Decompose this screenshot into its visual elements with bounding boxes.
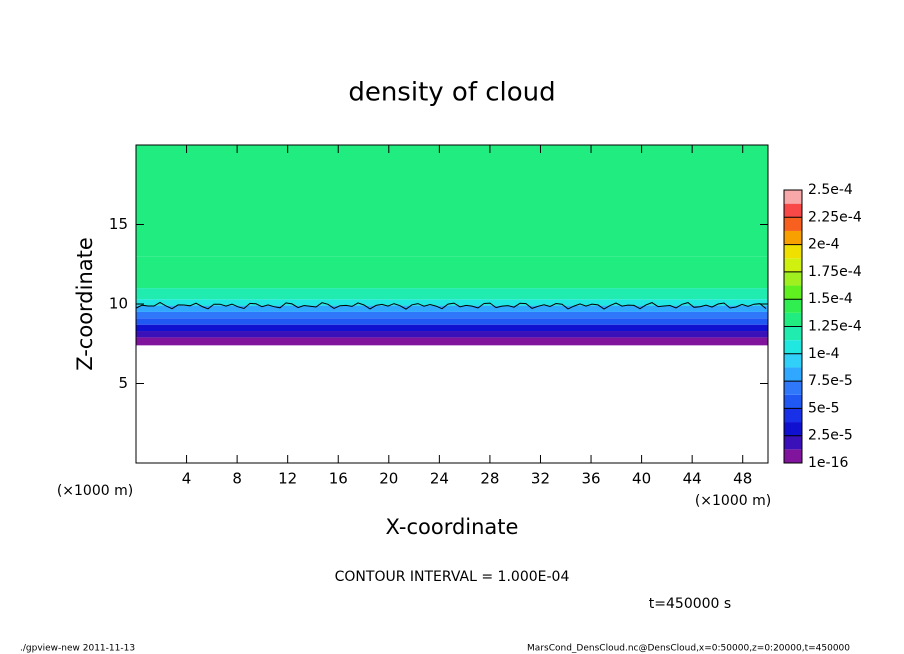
colorbar-swatch (784, 435, 802, 450)
x-tick-label: 40 (632, 470, 651, 488)
footer: MarsCond_DensCloud.nc@DensCloud,x=0:5000… (527, 644, 850, 654)
y-tick-label: 5 (118, 374, 128, 392)
contour-line (135, 301, 767, 310)
colorbar-swatch (784, 217, 802, 231)
colorbar-swatch (784, 449, 802, 463)
heatmap-cell (136, 331, 768, 338)
colorbar-swatch (784, 285, 802, 300)
x-tick-label: 36 (581, 470, 600, 488)
heatmap-cell (136, 337, 768, 346)
y-tick-label: 15 (109, 215, 128, 233)
colorbar-swatch (784, 299, 802, 313)
colorbar-label: 1.25e-4 (808, 319, 862, 335)
colorbar-swatch (784, 353, 802, 368)
x-unit: (×1000 m) (695, 493, 771, 509)
heatmap-cell (136, 324, 768, 332)
colorbar-swatch (784, 422, 802, 436)
colorbar-label: 2.5e-5 (808, 428, 853, 444)
colorbar-label: 2.5e-4 (808, 182, 853, 198)
colorbar-swatch (784, 367, 802, 382)
colorbar-label: 2.25e-4 (808, 209, 862, 225)
x-tick-label: 44 (683, 470, 702, 488)
x-tick-label: 28 (480, 470, 499, 488)
chart-title: density of cloud (348, 78, 555, 108)
colorbar-swatch (784, 381, 802, 395)
x-axis-label: X-coordinate (386, 515, 519, 539)
heatmap-cell (136, 145, 768, 257)
x-unit: (×1000 m) (57, 483, 133, 499)
heatmap-cell (136, 318, 768, 325)
colorbar-label: 1.75e-4 (808, 264, 862, 280)
footer: ./gpview-new 2011-11-13 (20, 644, 135, 654)
y-tick-label: 10 (109, 295, 128, 313)
heatmap-cell (136, 256, 768, 289)
contour-note: CONTOUR INTERVAL = 1.000E-04 (335, 569, 570, 585)
x-tick-label: 12 (278, 470, 297, 488)
colorbar-swatch (784, 394, 802, 409)
heatmap-cell (136, 305, 768, 312)
x-tick-label: 8 (232, 470, 242, 488)
heatmap-cell (136, 299, 768, 306)
colorbar-swatch (784, 203, 802, 218)
x-tick-label: 48 (733, 470, 752, 488)
colorbar-swatch (784, 244, 802, 259)
heatmap-cell (136, 311, 768, 319)
colorbar-swatch (784, 230, 802, 245)
x-tick-label: 4 (182, 470, 192, 488)
x-tick-label: 16 (329, 470, 348, 488)
colorbar-swatch (784, 258, 802, 272)
x-tick-label: 32 (531, 470, 550, 488)
colorbar-swatch (784, 271, 802, 286)
y-axis-label: Z-coordinate (73, 237, 97, 371)
colorbar-label: 2e-4 (808, 237, 840, 253)
colorbar-swatch (784, 190, 802, 204)
colorbar-swatch (784, 312, 802, 327)
colorbar-swatch (784, 408, 802, 423)
x-tick-label: 20 (379, 470, 398, 488)
colorbar-label: 1e-16 (808, 455, 848, 471)
colorbar-swatch (784, 340, 802, 354)
time-note: t=450000 s (649, 596, 731, 612)
x-tick-label: 24 (430, 470, 449, 488)
colorbar-swatch (784, 326, 802, 341)
heatmap-cell (136, 288, 768, 300)
colorbar-label: 7.5e-5 (808, 373, 853, 389)
colorbar-label: 5e-5 (808, 400, 839, 416)
colorbar-label: 1.5e-4 (808, 291, 853, 307)
colorbar-label: 1e-4 (808, 346, 840, 362)
